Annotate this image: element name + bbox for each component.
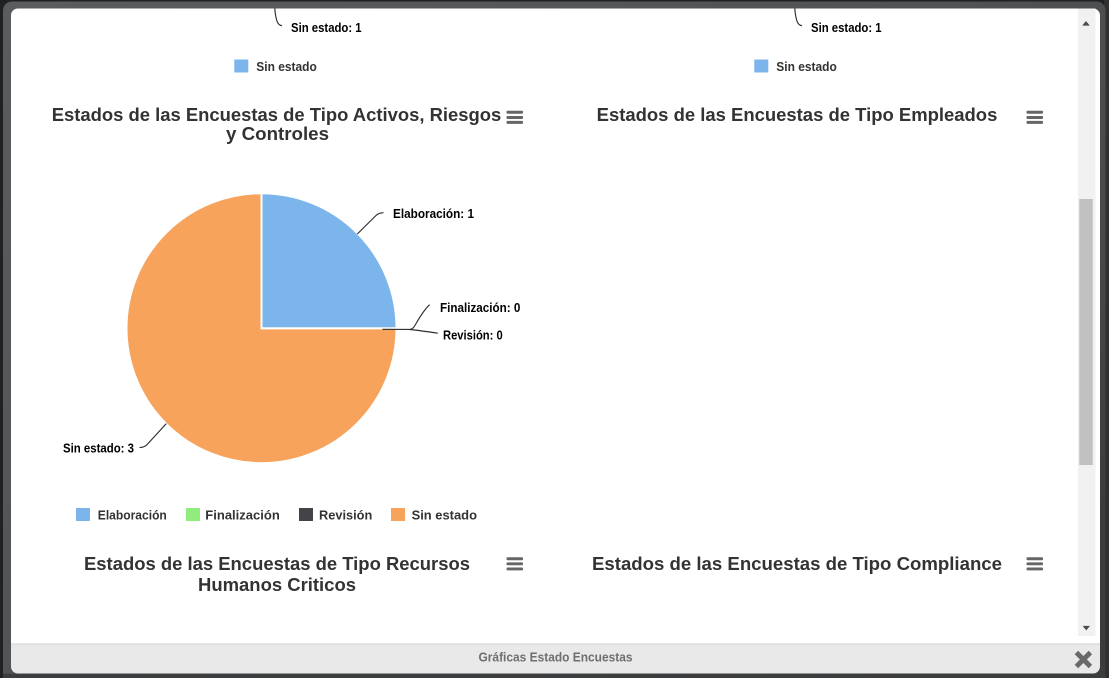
svg-text:Humanos Criticos: Humanos Criticos: [198, 575, 356, 595]
svg-text:Gráficas Estado Encuestas: Gráficas Estado Encuestas: [479, 650, 633, 665]
svg-text:y Controles: y Controles: [226, 124, 329, 144]
svg-text:Estados de las Encuestas de Ti: Estados de las Encuestas de Tipo Complia…: [592, 554, 1002, 574]
svg-text:Sin estado: Sin estado: [776, 60, 837, 74]
svg-text:Finalización: 0: Finalización: 0: [440, 301, 520, 315]
svg-text:Sin estado: Sin estado: [256, 60, 317, 74]
svg-text:Elaboración: Elaboración: [98, 508, 167, 522]
svg-text:Sin estado: 1: Sin estado: 1: [291, 21, 362, 35]
svg-text:Finalización: Finalización: [205, 508, 279, 522]
svg-text:Revisión: 0: Revisión: 0: [443, 329, 503, 343]
svg-text:Estados de las Encuestas de Ti: Estados de las Encuestas de Tipo Recurso…: [84, 554, 470, 574]
svg-text:Sin estado: Sin estado: [412, 508, 478, 522]
svg-text:Estados de las Encuestas de Ti: Estados de las Encuestas de Tipo Activos…: [52, 105, 502, 125]
svg-text:Revisión: Revisión: [319, 508, 372, 522]
svg-text:Elaboración: 1: Elaboración: 1: [393, 207, 474, 221]
svg-text:Sin estado: 1: Sin estado: 1: [811, 21, 882, 35]
svg-text:Estados de las Encuestas de Ti: Estados de las Encuestas de Tipo Emplead…: [597, 105, 998, 125]
svg-text:Sin estado: 3: Sin estado: 3: [63, 441, 134, 455]
